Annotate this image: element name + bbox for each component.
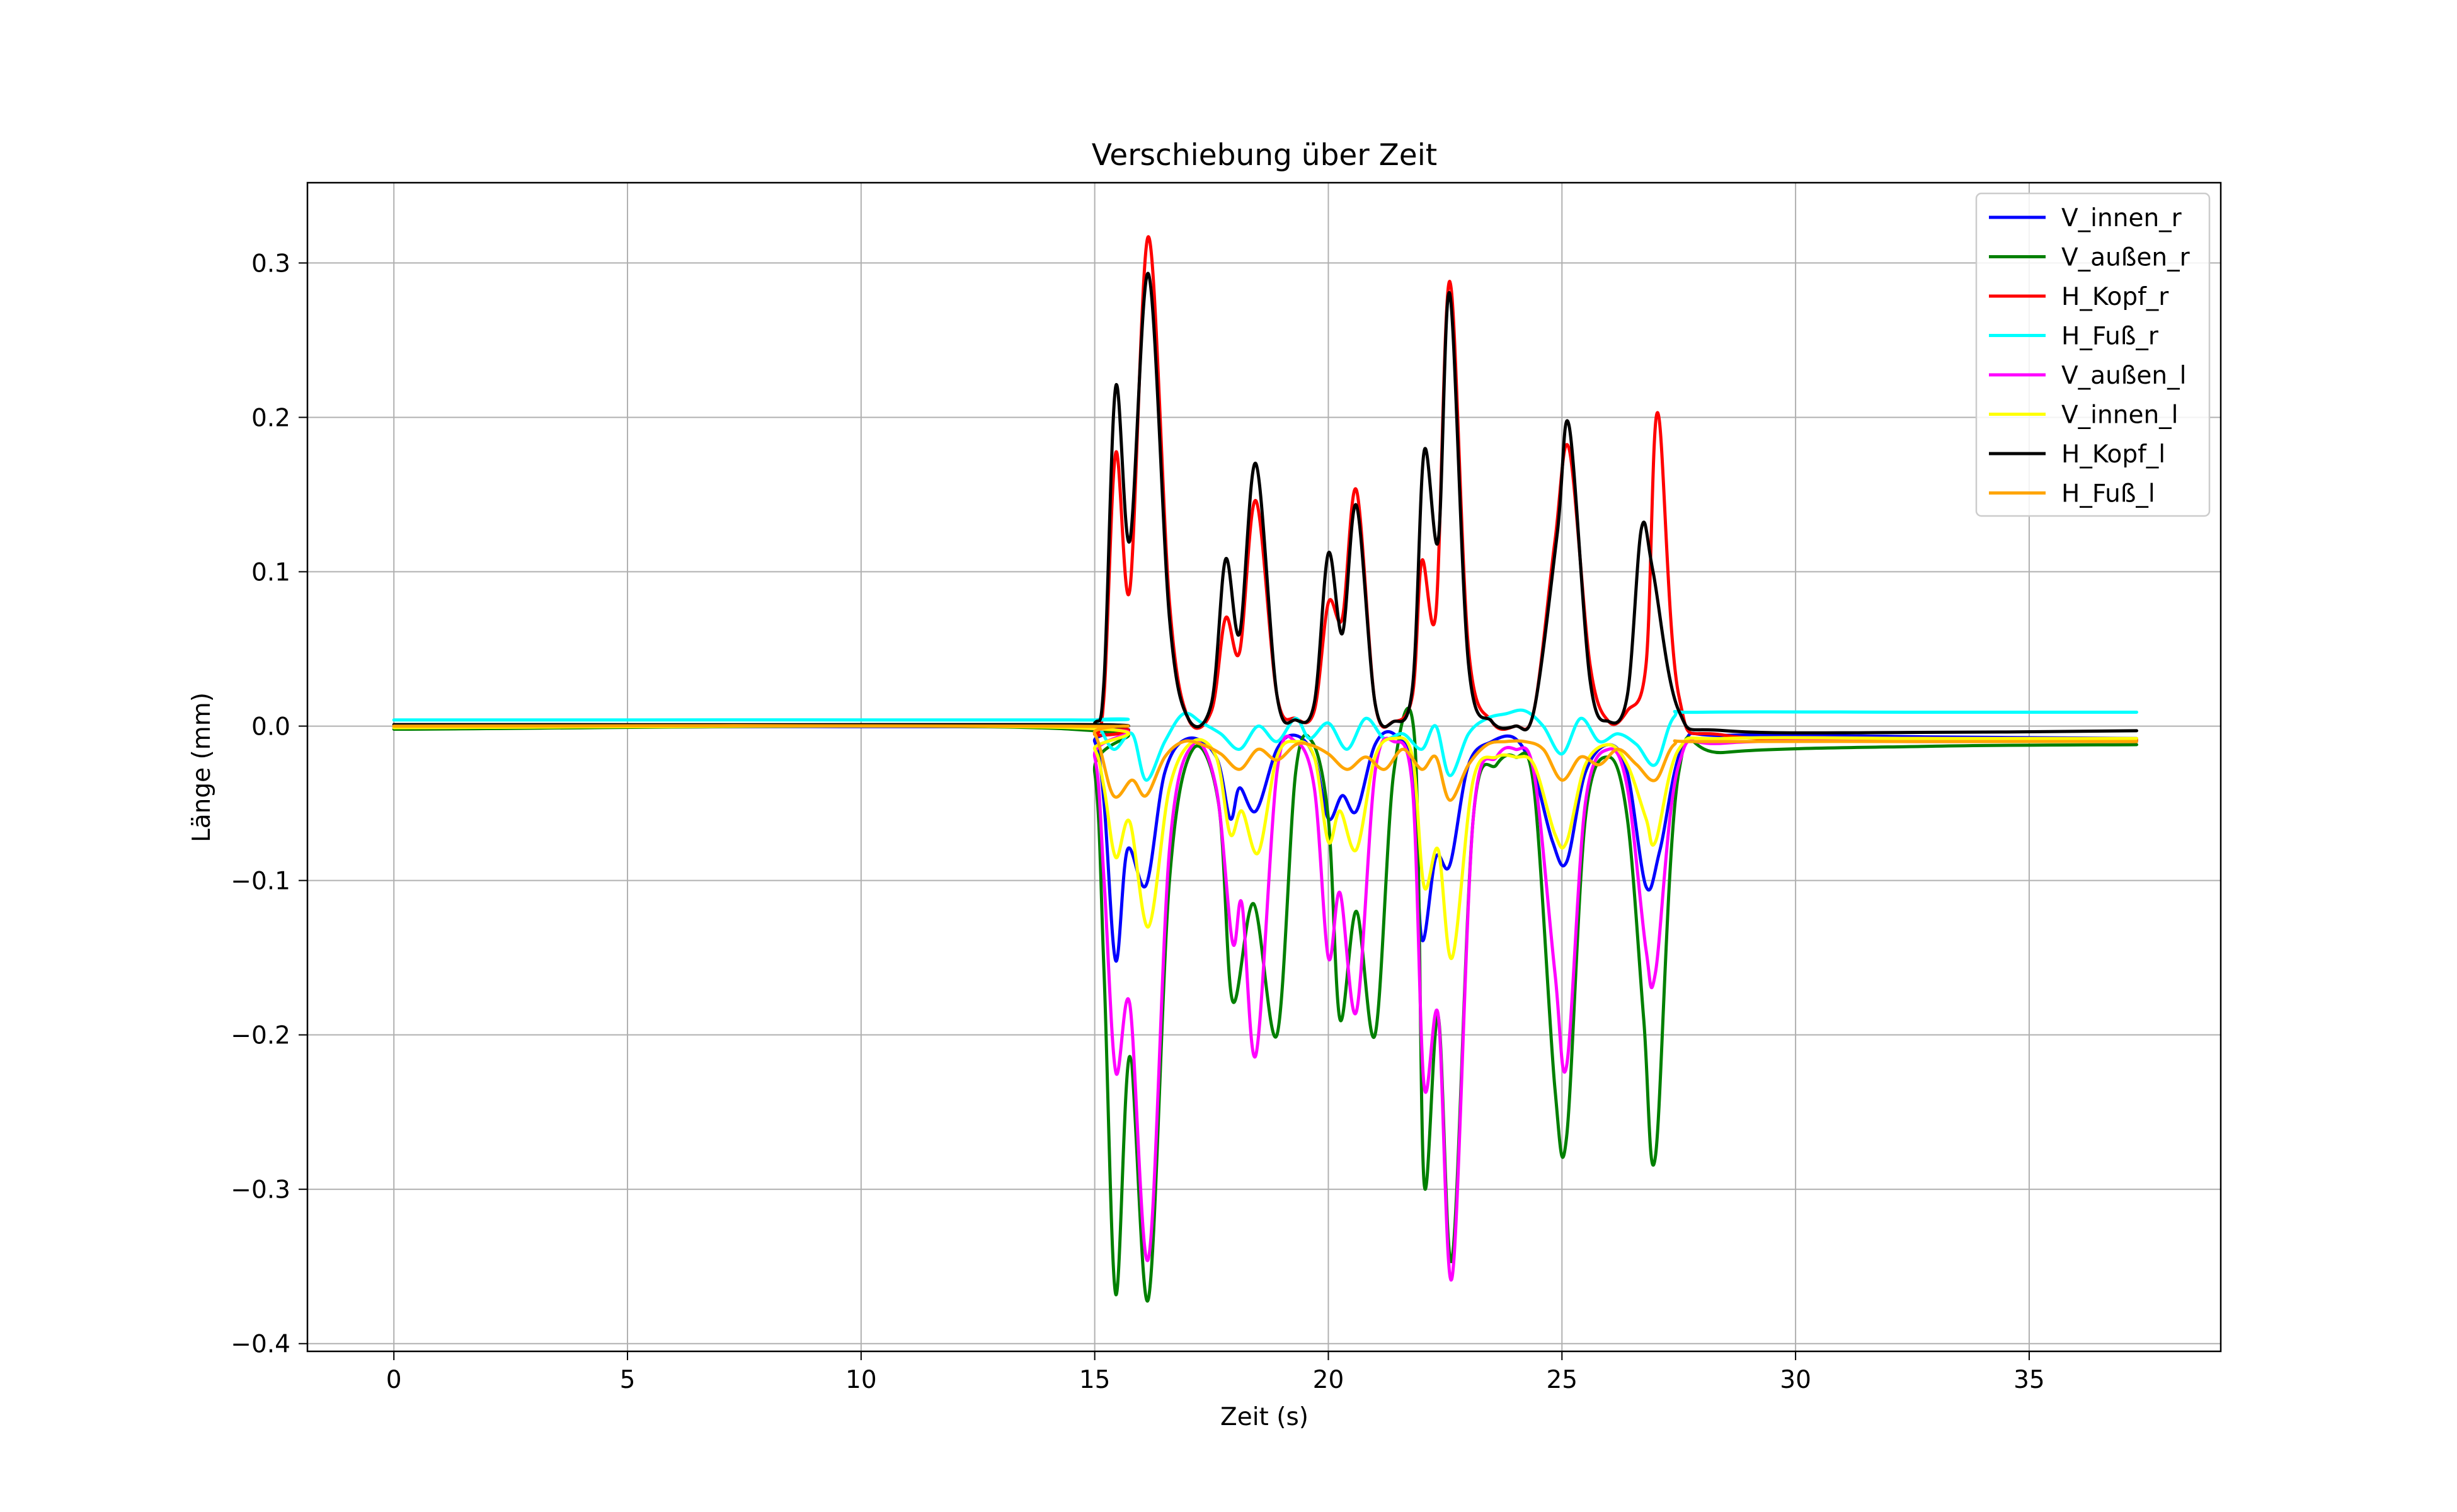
legend-entry-label: V_außen_r <box>2061 244 2191 272</box>
axis-ticks: 0 5 10 15 20 25 30 35 −0.4 −0.3 −0.2 −0.1 0.0 0.1 0.2 0… <box>231 249 2044 1394</box>
legend-entry-label: H_Kopf_r <box>2061 283 2169 311</box>
y-tick-label: 0.0 <box>251 713 290 742</box>
y-tick-label: 0.1 <box>251 559 290 587</box>
y-tick-label: −0.2 <box>231 1022 290 1050</box>
y-tick-label: −0.4 <box>231 1331 290 1359</box>
x-axis-label: Zeit (s) <box>1220 1403 1309 1431</box>
series-lines <box>392 235 2138 1303</box>
legend-entry-label: V_innen_l <box>2061 401 2179 430</box>
y-axis-label: Länge (mm) <box>188 692 216 842</box>
series-line-H_Fuß_l <box>392 724 2138 802</box>
x-tick-label: 10 <box>845 1366 877 1394</box>
legend-entry-label: H_Kopf_l <box>2061 440 2165 469</box>
x-tick-label: 15 <box>1079 1366 1111 1394</box>
series-line-V_innen_r <box>392 724 2138 963</box>
chart-title: Verschiebung über Zeit <box>1092 138 1437 173</box>
legend: V_innen_r V_außen_r H_Kopf_r H_Fuß_r V_außen… <box>1975 192 2211 517</box>
legend-box <box>1975 192 2211 517</box>
x-tick-label: 20 <box>1313 1366 1344 1394</box>
x-tick-label: 35 <box>2013 1366 2045 1394</box>
y-tick-label: −0.3 <box>231 1176 290 1205</box>
y-tick-label: 0.2 <box>251 404 290 432</box>
series-line-V_innen_l <box>392 724 2138 960</box>
x-tick-label: 5 <box>620 1366 636 1394</box>
series-line-H_Kopf_l <box>392 272 2138 735</box>
y-tick-label: −0.1 <box>231 868 290 896</box>
x-tick-label: 25 <box>1546 1366 1578 1394</box>
series-line-V_außen_r <box>392 706 2138 1303</box>
legend-entry-label: V_außen_l <box>2061 362 2186 390</box>
plot-frame <box>306 181 2222 1353</box>
series-line-V_außen_l <box>392 724 2138 1282</box>
y-tick-label: 0.3 <box>251 249 290 278</box>
x-tick-label: 30 <box>1780 1366 1811 1394</box>
x-tick-label: 0 <box>386 1366 402 1394</box>
legend-entry-label: V_innen_r <box>2061 204 2182 232</box>
legend-entry-label: H_Fuß_r <box>2061 323 2159 351</box>
legend-entry-label: H_Fuß_l <box>2061 480 2155 508</box>
